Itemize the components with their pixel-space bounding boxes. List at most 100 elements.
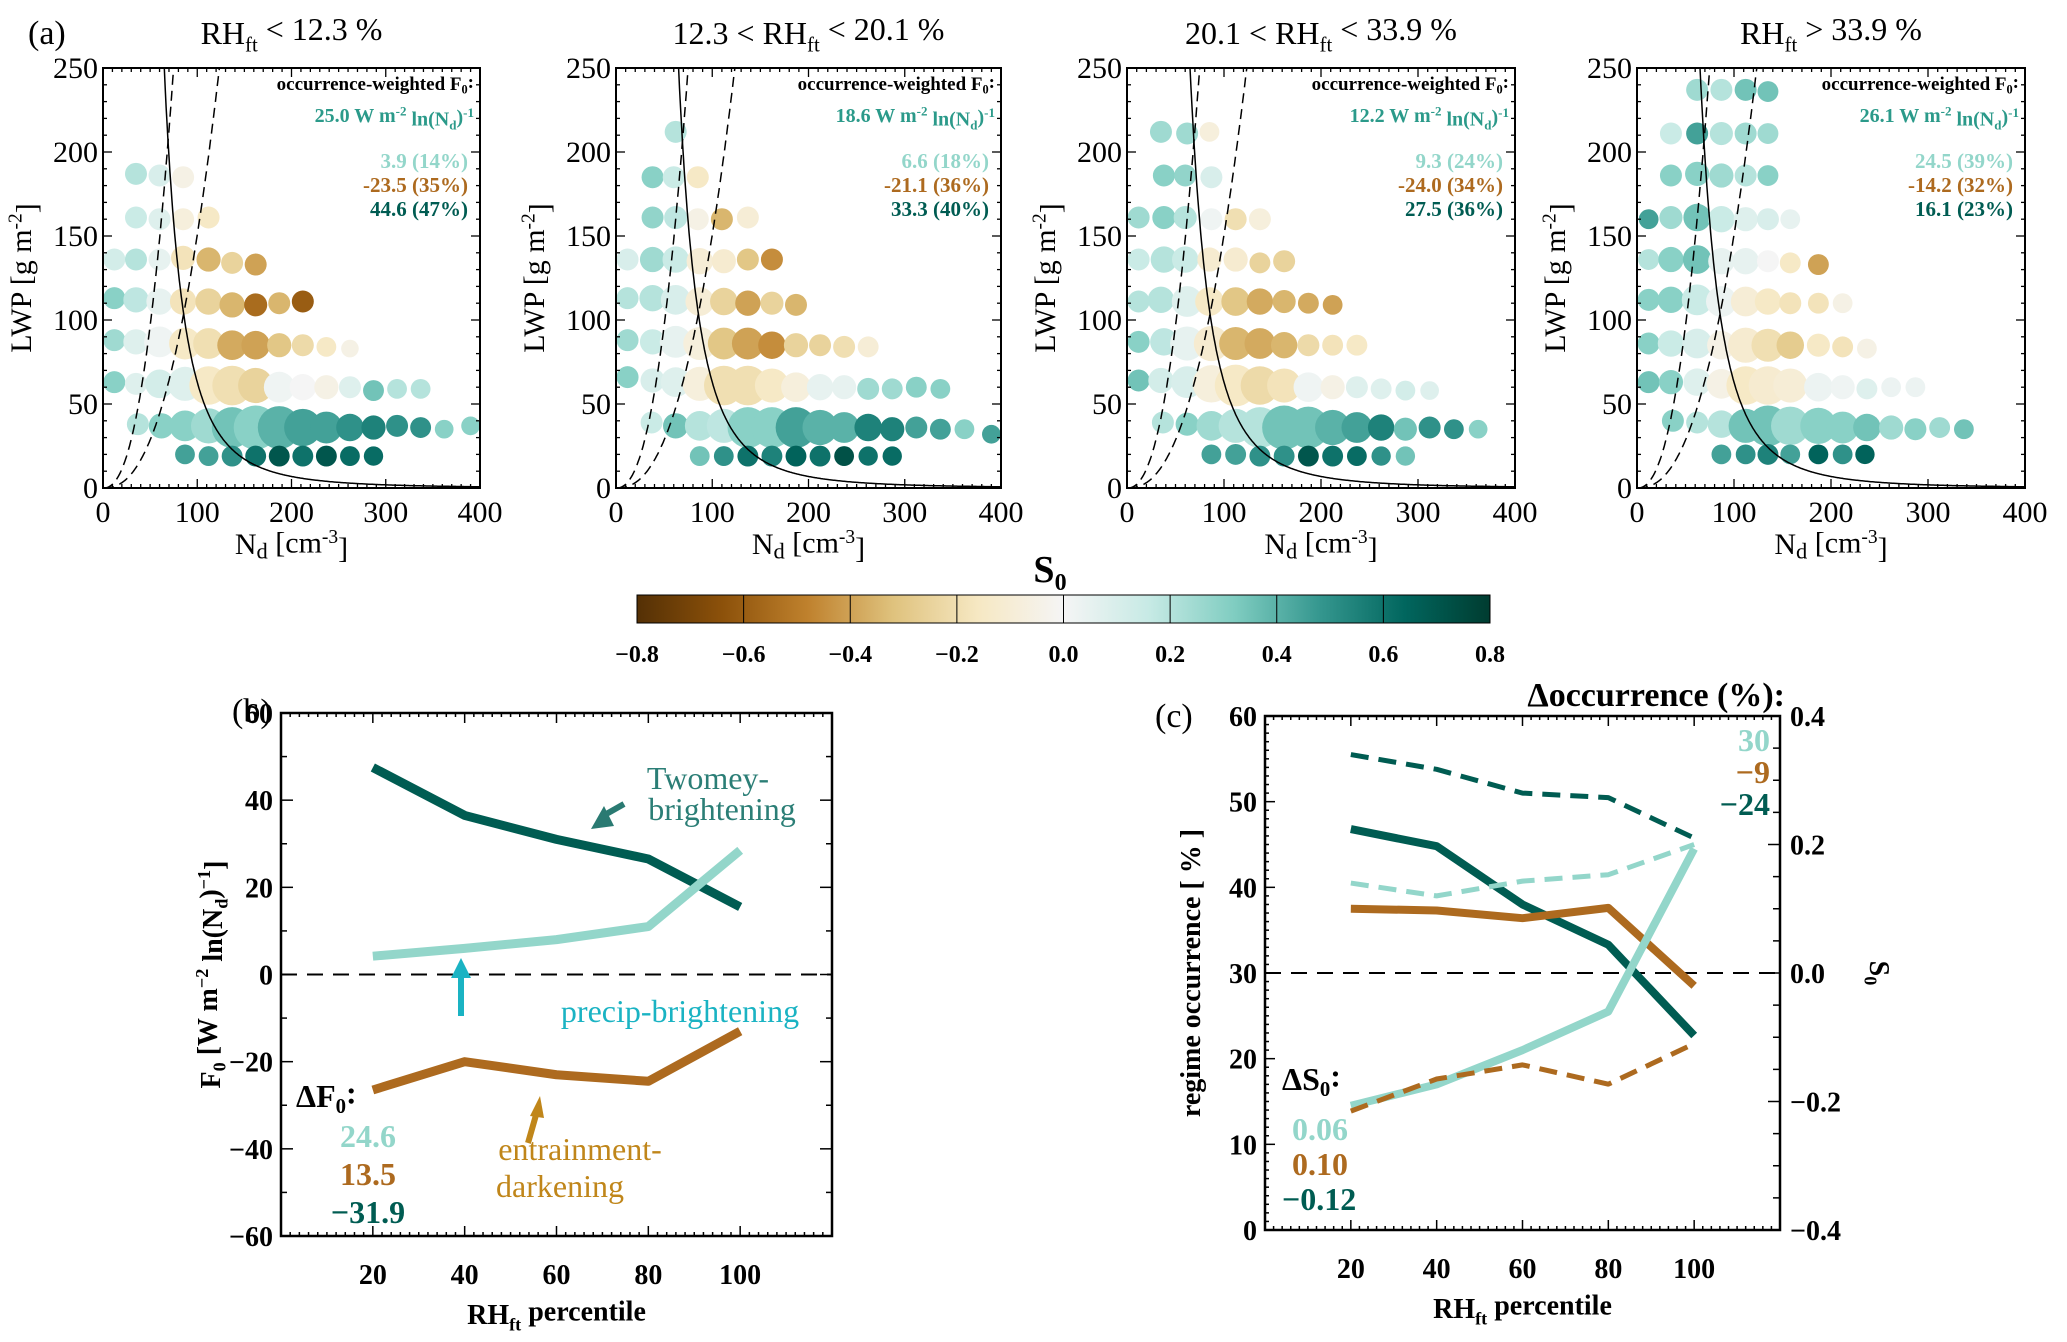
scatter-point — [169, 410, 201, 442]
scatter-point — [238, 367, 274, 404]
scatter-point — [660, 367, 691, 398]
delta-occurrence-value: 30 — [1738, 722, 1770, 758]
scatter-point — [1771, 406, 1810, 446]
panel-title: RHft < 12.3 % — [201, 11, 383, 56]
y-tick-label: 150 — [1587, 220, 1632, 253]
x-tick-label: 100 — [1712, 496, 1757, 529]
y-tick-label: 200 — [566, 136, 611, 169]
x-tick-label: 200 — [1299, 496, 1344, 529]
y-axis-label: LWP [g m-2] — [518, 203, 556, 353]
scatter-point — [1780, 444, 1801, 465]
scatter-point — [217, 330, 247, 361]
scatter-point — [662, 246, 689, 273]
scatter-point — [1240, 366, 1280, 405]
series-line-brown-occurrence — [1350, 903, 1697, 989]
scatter-point — [711, 249, 736, 274]
scatter-point — [640, 368, 665, 393]
precip-arrow-head — [451, 958, 471, 978]
y-tick-label: 10 — [1229, 1130, 1257, 1161]
series-lines — [1349, 752, 1698, 1114]
scatter-point — [785, 445, 807, 467]
x-tick-label: 400 — [1493, 496, 1538, 529]
panel-title: 20.1 < RHft < 33.9 % — [1185, 11, 1457, 56]
scatter-point — [1881, 377, 1902, 398]
weighted-F0-value: 12.2 W m-2 ln(Nd)-1 — [1350, 104, 1509, 133]
colorbar-tick-label: −0.2 — [935, 642, 979, 668]
scatter-points — [1637, 78, 1974, 465]
axis-ticks — [1636, 67, 2026, 489]
scatter-point — [1272, 289, 1296, 314]
y-tick-label: −40 — [229, 1135, 273, 1166]
y-tick-label: 0 — [1243, 1216, 1257, 1247]
scatter-point — [686, 166, 709, 189]
scatter-point — [145, 369, 174, 399]
y-tick-label: 20 — [245, 873, 273, 904]
delta-F0-value: 24.6 — [340, 1118, 396, 1154]
dashed-reference-curve — [1637, 68, 1711, 488]
scatter-point — [713, 446, 734, 466]
scatter-point — [1659, 164, 1682, 187]
colorbar-tick-label: 0.8 — [1475, 642, 1505, 668]
scatter-point — [1657, 330, 1685, 357]
y-axis-label: LWP [g m-2] — [1539, 203, 1577, 353]
y-tick-label: 250 — [1077, 52, 1122, 85]
delta-occurrence-value: −24 — [1720, 786, 1770, 822]
scatter-point — [1173, 205, 1197, 230]
scatter-point — [1856, 378, 1878, 400]
scatter-point — [880, 417, 905, 442]
x-axis-label: RHft percentile — [467, 1297, 646, 1335]
scatter-point — [1249, 445, 1271, 467]
scatter-point — [858, 446, 878, 466]
scatter-point — [882, 446, 902, 466]
y2-tick-label: −0.4 — [1790, 1216, 1841, 1247]
scatter-point — [1221, 287, 1250, 316]
scatter-point — [245, 445, 267, 467]
delta-S0-value: −0.12 — [1282, 1181, 1356, 1217]
scatter-point — [1393, 417, 1417, 441]
reference-curves — [616, 68, 1001, 488]
scatter-point — [930, 378, 951, 399]
axis-ticks — [615, 67, 1002, 489]
scatter-point — [857, 377, 880, 400]
scatter-point — [1779, 252, 1801, 274]
scatter-point — [263, 371, 295, 403]
scatter-point — [857, 336, 879, 358]
scatter-point — [1732, 248, 1759, 275]
scatter-point — [198, 446, 219, 466]
regime-F0-label: 6.6 (18%) — [902, 149, 990, 173]
scatter-point — [123, 329, 149, 355]
scatter-point — [1832, 293, 1853, 314]
scatter-point — [616, 287, 639, 310]
regime-F0-label: 16.1 (23%) — [1915, 197, 2013, 221]
scatter-point — [1224, 208, 1247, 231]
precip-annotation: precip-brightening — [561, 993, 799, 1029]
scatter-point — [881, 378, 903, 400]
scatter-point — [1659, 205, 1683, 230]
scatter-point — [1315, 409, 1351, 446]
scatter-point — [386, 414, 409, 437]
x-tick-label: 300 — [1906, 496, 1951, 529]
scatter-point — [735, 290, 761, 316]
scatter-point — [1150, 328, 1178, 356]
scatter-point — [1754, 288, 1782, 315]
scatter-point — [1195, 287, 1224, 316]
x-tick-label: 200 — [269, 496, 314, 529]
reference-curves — [1127, 68, 1515, 488]
y-tick-label: 40 — [1229, 873, 1257, 904]
regime-F0-label: 27.5 (36%) — [1405, 197, 1503, 221]
scatter-point — [316, 336, 337, 357]
scatter-point — [728, 365, 768, 406]
twomey-annotation: brightening — [648, 791, 796, 827]
x-tick-label: 60 — [1509, 1254, 1537, 1285]
scatter-point — [1734, 122, 1757, 145]
series-line-entrainment-darkening — [371, 1027, 743, 1095]
colorbar-title: S0 — [1033, 549, 1066, 596]
reference-curves — [1637, 68, 2025, 488]
panel-label-c: (c) — [1155, 698, 1193, 735]
scatter-point — [641, 166, 664, 189]
scatter-point — [172, 208, 195, 231]
y-tick-label: 50 — [1229, 788, 1257, 819]
scatter-point — [640, 411, 663, 434]
scatter-point — [314, 375, 339, 400]
scatter-point — [1371, 446, 1391, 466]
